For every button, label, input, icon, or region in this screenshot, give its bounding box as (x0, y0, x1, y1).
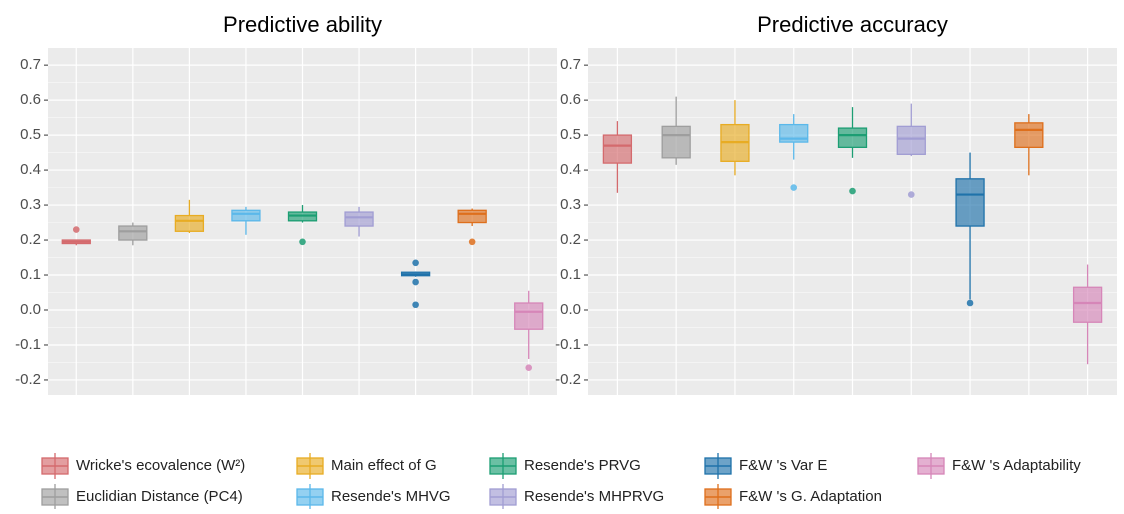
box (344, 211, 374, 227)
y-tick-label: 0.4 (560, 161, 581, 178)
box (955, 178, 985, 227)
legend-label: Resende's PRVG (524, 457, 641, 474)
outlier (468, 238, 476, 246)
outlier (72, 226, 80, 233)
legend-label: Resende's MHPRVG (524, 488, 664, 505)
box (602, 134, 633, 164)
legend-label: Main effect of G (331, 457, 437, 474)
outlier (299, 238, 306, 246)
box (896, 125, 926, 155)
outlier (412, 301, 419, 309)
chart-title: Predictive ability (223, 12, 382, 37)
y-tick-label: 0.3 (560, 196, 581, 213)
box (837, 127, 868, 148)
box (514, 302, 544, 330)
outlier (907, 191, 915, 198)
y-tick-label: -0.1 (15, 336, 41, 353)
outlier (412, 259, 419, 267)
y-tick-label: -0.2 (15, 371, 41, 388)
y-tick-label: 0.7 (560, 56, 581, 73)
y-tick-label: 0.5 (560, 126, 581, 143)
legend-label: Euclidian Distance (PC4) (76, 488, 243, 505)
box (231, 209, 261, 222)
box (457, 209, 487, 224)
y-tick-label: 0.0 (20, 301, 41, 318)
legend-label: Wricke's ecovalence (W²) (76, 457, 245, 474)
y-tick-label: -0.1 (555, 336, 581, 353)
outlier (849, 187, 856, 195)
y-tick-label: 0.4 (20, 161, 41, 178)
y-tick-label: 0.5 (20, 126, 41, 143)
box (174, 214, 205, 232)
y-tick-label: 0.0 (560, 301, 581, 318)
y-tick-label: 0.6 (20, 91, 41, 108)
box (118, 225, 148, 241)
y-tick-label: 0.1 (560, 266, 581, 283)
outlier (525, 364, 533, 372)
y-tick-label: 0.1 (20, 266, 41, 283)
box (1014, 122, 1044, 148)
legend-label: F&W 's Var E (739, 457, 827, 474)
chart-title: Predictive accuracy (757, 12, 948, 37)
legend-label: F&W 's G. Adaptation (739, 488, 882, 505)
y-tick-label: 0.3 (20, 196, 41, 213)
y-tick-label: 0.6 (560, 91, 581, 108)
legend-label: Resende's MHVG (331, 488, 451, 505)
legend-label: F&W 's Adaptability (952, 457, 1081, 474)
box (1072, 286, 1103, 323)
y-tick-label: 0.2 (20, 231, 41, 248)
outlier (412, 278, 419, 286)
outlier (790, 184, 798, 191)
y-tick-label: 0.7 (20, 56, 41, 73)
box (661, 125, 691, 159)
y-tick-label: -0.2 (555, 371, 581, 388)
outlier (966, 299, 974, 307)
y-tick-label: 0.2 (560, 231, 581, 248)
